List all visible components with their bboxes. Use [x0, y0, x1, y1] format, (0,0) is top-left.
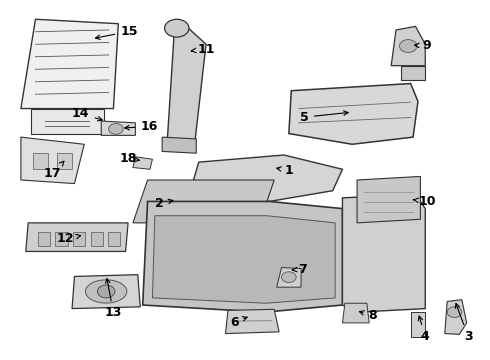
Polygon shape: [343, 194, 425, 312]
Text: 7: 7: [292, 263, 307, 276]
Bar: [55, 232, 68, 246]
Polygon shape: [192, 155, 343, 202]
Polygon shape: [225, 309, 279, 334]
Polygon shape: [133, 180, 274, 223]
Text: 14: 14: [72, 107, 102, 121]
Text: 10: 10: [413, 195, 437, 208]
Text: 12: 12: [57, 233, 81, 246]
Polygon shape: [72, 275, 140, 309]
Text: 5: 5: [300, 111, 348, 123]
Polygon shape: [21, 19, 118, 109]
Circle shape: [399, 40, 417, 53]
Bar: [108, 232, 120, 246]
Text: 18: 18: [120, 152, 140, 165]
Text: 3: 3: [455, 303, 472, 343]
Ellipse shape: [85, 280, 127, 303]
Polygon shape: [445, 300, 466, 334]
Bar: [91, 232, 103, 246]
Circle shape: [98, 285, 115, 298]
Polygon shape: [401, 66, 425, 80]
Polygon shape: [289, 84, 418, 144]
Bar: [33, 153, 48, 169]
Bar: [38, 232, 50, 246]
Circle shape: [447, 307, 462, 318]
Polygon shape: [30, 109, 104, 134]
Text: 15: 15: [96, 25, 138, 39]
Text: 4: 4: [418, 316, 430, 343]
Polygon shape: [152, 216, 335, 303]
Bar: [57, 153, 72, 169]
Text: 8: 8: [360, 309, 377, 322]
Polygon shape: [101, 121, 135, 135]
Polygon shape: [133, 157, 152, 169]
Polygon shape: [357, 176, 420, 223]
Polygon shape: [26, 223, 128, 251]
Text: 16: 16: [125, 120, 158, 133]
Polygon shape: [277, 267, 301, 287]
Text: 11: 11: [191, 43, 215, 56]
Text: 6: 6: [230, 316, 247, 329]
Circle shape: [165, 19, 189, 37]
Polygon shape: [391, 26, 425, 66]
Polygon shape: [167, 26, 206, 152]
Text: 1: 1: [277, 164, 293, 177]
Polygon shape: [21, 137, 84, 184]
Circle shape: [282, 272, 296, 283]
Polygon shape: [162, 137, 196, 153]
Bar: [73, 232, 85, 246]
Polygon shape: [411, 312, 425, 337]
Text: 17: 17: [44, 161, 64, 180]
Text: 9: 9: [415, 39, 431, 52]
Polygon shape: [343, 303, 369, 323]
Polygon shape: [143, 202, 343, 312]
Circle shape: [109, 123, 123, 134]
Text: 13: 13: [105, 279, 122, 319]
Text: 2: 2: [155, 197, 173, 210]
